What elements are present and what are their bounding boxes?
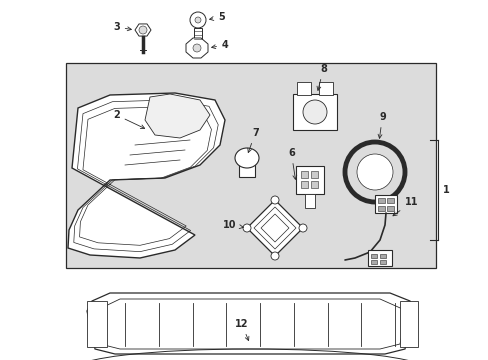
Polygon shape <box>246 200 303 256</box>
Bar <box>370 254 376 258</box>
Circle shape <box>270 196 279 204</box>
Text: 11: 11 <box>392 197 418 216</box>
Circle shape <box>195 17 201 23</box>
Bar <box>292 94 336 130</box>
Bar <box>370 260 376 264</box>
Bar <box>301 181 307 188</box>
Circle shape <box>243 224 250 232</box>
Bar <box>305 194 314 208</box>
Bar <box>379 254 385 258</box>
Bar <box>239 163 254 177</box>
Bar <box>377 198 384 203</box>
Text: 3: 3 <box>113 22 131 32</box>
Circle shape <box>270 252 279 260</box>
Text: 8: 8 <box>316 64 326 90</box>
Bar <box>367 250 391 266</box>
Text: 7: 7 <box>247 128 258 153</box>
Bar <box>377 206 384 211</box>
Circle shape <box>303 100 326 124</box>
Ellipse shape <box>235 148 259 168</box>
Bar <box>386 206 393 211</box>
Text: 10: 10 <box>223 220 243 230</box>
Bar <box>386 198 393 203</box>
Bar <box>399 301 417 347</box>
Circle shape <box>190 12 205 28</box>
Bar <box>66 63 435 268</box>
Bar <box>374 195 396 213</box>
Circle shape <box>139 26 147 34</box>
Circle shape <box>298 224 306 232</box>
Bar <box>194 28 202 42</box>
Polygon shape <box>185 38 207 58</box>
Bar <box>87 301 107 347</box>
Text: 4: 4 <box>211 40 228 50</box>
Text: 5: 5 <box>209 12 224 22</box>
Bar <box>310 171 317 178</box>
Bar <box>301 171 307 178</box>
Text: 2: 2 <box>113 110 144 129</box>
Bar <box>296 82 310 95</box>
Circle shape <box>356 154 392 190</box>
Bar <box>379 260 385 264</box>
Polygon shape <box>145 94 209 138</box>
Text: 6: 6 <box>287 148 296 179</box>
Polygon shape <box>87 293 414 354</box>
Text: 9: 9 <box>377 112 385 138</box>
Bar <box>310 181 317 188</box>
Circle shape <box>193 44 201 52</box>
Bar <box>295 166 324 194</box>
Text: 1: 1 <box>442 185 449 195</box>
Polygon shape <box>68 93 224 258</box>
Text: 12: 12 <box>235 319 248 341</box>
Polygon shape <box>135 24 151 36</box>
Bar <box>318 82 332 95</box>
